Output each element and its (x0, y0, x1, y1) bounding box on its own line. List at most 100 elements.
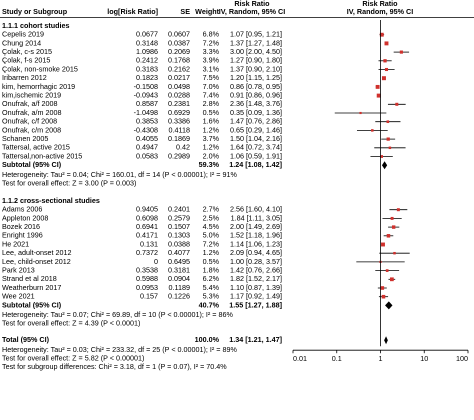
weight: 2.7% (203, 205, 220, 214)
point-estimate (390, 277, 394, 282)
log-rr: -1.0498 (134, 108, 158, 117)
point-estimate (375, 84, 380, 89)
ci: 1.84 [1.11, 3.05] (231, 213, 282, 222)
ci: 1.27 [0.90, 1.80] (230, 56, 282, 65)
log-rr: 0.0583 (136, 151, 158, 160)
overall-effect: Test for overall effect: Z = 4.39 (P < 0… (2, 319, 140, 328)
log-rr: 0.8587 (136, 99, 158, 108)
se: 0.1226 (168, 292, 190, 301)
ci: 1.52 [1.18, 1.96] (230, 231, 282, 240)
se: 0.2579 (168, 213, 190, 222)
tick-label: 0.1 (332, 354, 342, 363)
study-name: kim,ischemic 2019 (2, 91, 61, 100)
total-label: Total (95% CI) (2, 335, 50, 344)
ci: 1.50 [1.04, 2.16] (230, 134, 282, 143)
ci: 1.82 [1.52, 2.17] (230, 274, 282, 283)
point-estimate (386, 234, 391, 238)
se: 0.0904 (168, 274, 190, 283)
heterogeneity: Heterogeneity: Tau² = 0.04; Chi² = 160.0… (2, 170, 237, 179)
weight: 1.6% (203, 117, 220, 126)
ci: 1.14 [1.06, 1.23] (230, 239, 282, 248)
point-estimate (379, 32, 384, 37)
weight: 5.4% (203, 283, 220, 292)
log-rr: 0.7372 (136, 248, 158, 257)
tick-label: 100 (456, 354, 468, 363)
se: 0.4118 (169, 125, 190, 134)
ci: 2.09 [0.94, 4.65] (230, 248, 282, 257)
weight: 2.0% (203, 151, 220, 160)
point-estimate (371, 129, 374, 132)
log-rr: 0 (154, 257, 158, 266)
header-rr-title: Risk Ratio (234, 0, 270, 8)
weight: 7.2% (203, 38, 220, 47)
weight: 6.2% (203, 274, 220, 283)
weight: 3.1% (203, 64, 220, 73)
ci: 0.91 [0.86, 0.96] (230, 91, 282, 100)
overall-effect: Test for overall effect: Z = 3.00 (P = 0… (2, 179, 136, 188)
study-name: Onufrak, a/f 2008 (2, 99, 58, 108)
log-rr: 0.3853 (136, 117, 158, 126)
se: 0.1189 (169, 283, 190, 292)
diamond (381, 161, 388, 170)
se: 0.0388 (168, 239, 190, 248)
weight: 5.0% (203, 231, 220, 240)
study-name: Cepelis 2019 (2, 30, 44, 39)
ci: 1.37 [0.90, 2.10] (230, 64, 282, 73)
point-estimate (386, 137, 390, 141)
se: 0.0387 (168, 38, 190, 47)
point-estimate (385, 269, 389, 272)
se: 0.1303 (168, 231, 190, 240)
se: 0.2401 (168, 205, 190, 214)
point-estimate (399, 50, 403, 54)
point-estimate (395, 102, 399, 106)
ci: 0.86 [0.78, 0.95] (230, 82, 282, 91)
study-name: Tattersal, active 2015 (2, 143, 70, 152)
se: 0.3181 (168, 266, 190, 275)
ci: 1.10 [0.87, 1.39] (230, 283, 282, 292)
group-title: 1.1.2 cross-sectional studies (2, 196, 100, 205)
study-name: Wee 2021 (2, 292, 35, 301)
log-rr: -0.4308 (134, 125, 158, 134)
tick-label: 0.01 (293, 354, 307, 363)
se: 0.2989 (168, 151, 190, 160)
study-name: Onufrak, c/f 2008 (2, 117, 57, 126)
se: 0.0217 (168, 73, 190, 82)
se: 0.1869 (168, 134, 190, 143)
point-estimate (381, 294, 386, 299)
log-rr: -0.0943 (134, 91, 158, 100)
point-estimate (359, 111, 362, 115)
weight: 2.5% (203, 213, 220, 222)
ci: 3.00 [2.00, 4.50] (230, 47, 282, 56)
log-rr: 0.4947 (136, 143, 158, 152)
study-name: Iribarren 2012 (2, 73, 47, 82)
study-name: Weatherburn 2017 (2, 283, 61, 292)
ci: 0.65 [0.29, 1.46] (230, 125, 282, 134)
weight: 7.5% (203, 73, 220, 82)
study-name: Onufrak, c/m 2008 (2, 125, 61, 134)
log-rr: 1.0986 (136, 47, 158, 56)
study-name: Park 2013 (2, 266, 35, 275)
ci: 1.20 [1.15, 1.25] (230, 73, 282, 82)
log-rr: 0.6941 (136, 222, 158, 231)
se: 0.1507 (168, 222, 190, 231)
study-name: Strand et al 2018 (2, 274, 57, 283)
weight: 3.9% (203, 56, 220, 65)
study-name: kim, hemorrhagic 2019 (2, 82, 75, 91)
total-weight: 100.0% (195, 335, 220, 344)
weight: 3.7% (203, 134, 220, 143)
study-name: Tattersal,non-active 2015 (2, 151, 82, 160)
point-estimate (383, 59, 387, 63)
ci: 1.06 [0.59, 1.91] (230, 151, 282, 160)
point-estimate (381, 76, 386, 81)
se: 0.42 (176, 143, 190, 152)
log-rr: 0.9405 (136, 205, 158, 214)
weight: 7.2% (203, 239, 220, 248)
se: 0.1768 (168, 56, 190, 65)
group-title: 1.1.1 cohort studies (2, 21, 70, 30)
se: 0.2069 (168, 47, 190, 56)
study-name: Appleton 2008 (2, 213, 48, 222)
log-rr: 0.157 (140, 292, 158, 301)
point-estimate (393, 251, 396, 255)
study-name: Onufrak, a/m 2008 (2, 108, 62, 117)
